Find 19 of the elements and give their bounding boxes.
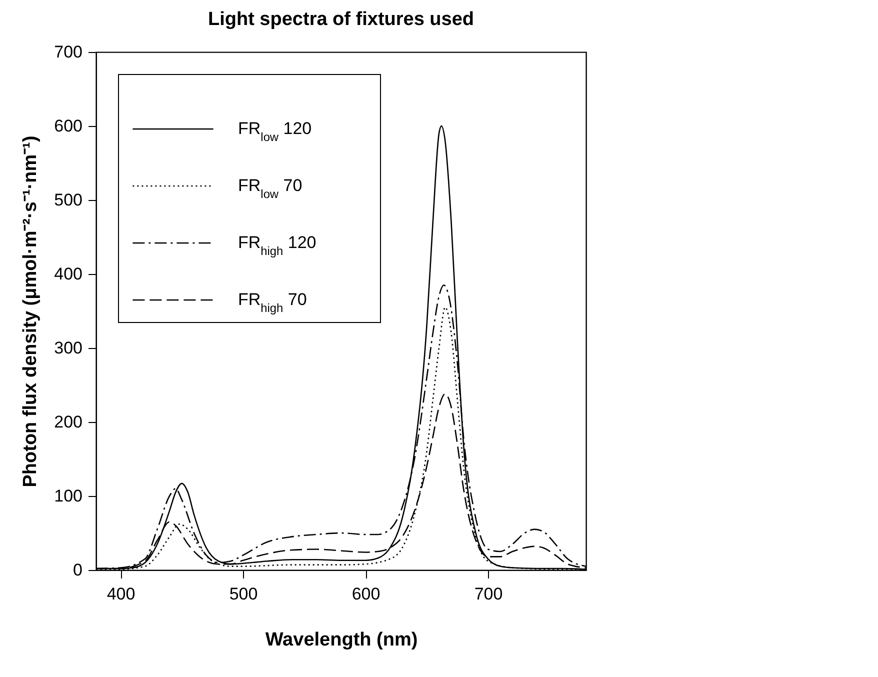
y-tick-label: 700	[54, 42, 82, 62]
x-tick-label: 700	[474, 584, 503, 604]
legend-label: FR$_{high}$ 120	[238, 233, 316, 258]
y-tick-label: 400	[54, 264, 82, 284]
x-tick-label: 500	[229, 584, 258, 604]
legend-label: FR$_{high}$ 70	[238, 290, 307, 315]
y-axis-title: Photon flux density (μmol·m⁻²·s⁻¹·nm⁻¹)	[20, 136, 42, 488]
y-tick-label: 200	[54, 412, 82, 432]
y-tick-label: 600	[54, 116, 82, 136]
legend-label: FR$_{low}$ 70	[238, 176, 302, 201]
y-tick-label: 100	[54, 486, 82, 506]
y-tick-label: 0	[73, 560, 82, 580]
chart-title: Light spectra of fixtures used	[208, 9, 474, 30]
y-tick-label: 500	[54, 190, 82, 210]
y-tick-label: 300	[54, 338, 82, 358]
x-axis-title: Wavelength (nm)	[265, 630, 418, 650]
x-tick-label: 400	[106, 584, 136, 604]
x-tick-label: 600	[352, 584, 380, 604]
legend-label: FR$_{low}$ 120	[238, 119, 312, 144]
